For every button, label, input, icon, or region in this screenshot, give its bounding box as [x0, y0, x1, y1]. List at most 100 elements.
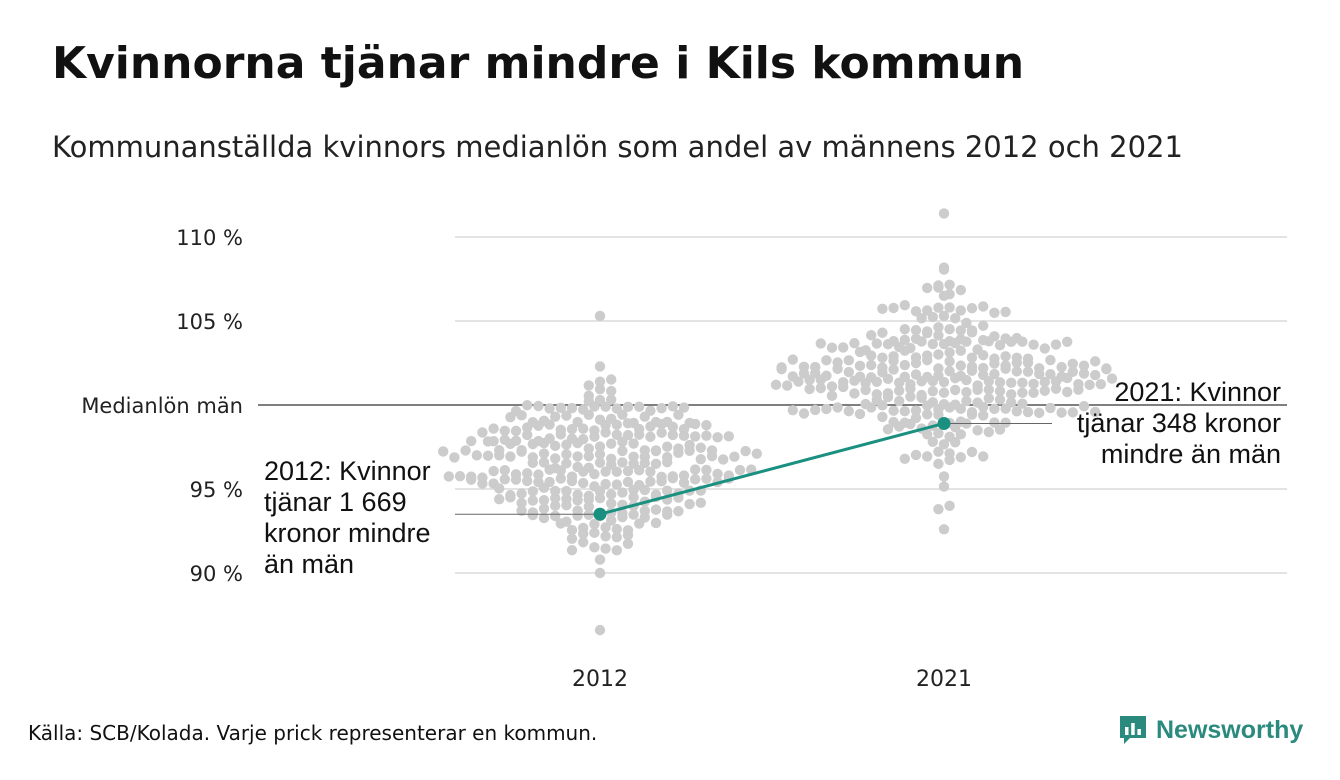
municipality-dot	[849, 337, 860, 349]
municipality-dot	[606, 385, 617, 397]
municipality-dot	[933, 503, 944, 515]
municipality-dot	[538, 494, 550, 506]
municipality-dot	[944, 356, 955, 367]
municipality-dot	[776, 363, 787, 375]
municipality-dot	[843, 405, 854, 417]
municipality-dot	[729, 451, 740, 462]
municipality-dot	[561, 449, 572, 460]
municipality-dot	[538, 457, 550, 468]
municipality-dot	[544, 403, 555, 414]
newsworthy-logo: Newsworthy	[1118, 714, 1303, 746]
y-tick-label: 110 %	[176, 226, 243, 250]
municipality-dot	[628, 438, 639, 449]
municipality-dot	[1006, 389, 1017, 400]
municipality-dot	[667, 421, 678, 433]
municipality-dot	[961, 317, 972, 329]
municipality-dot	[544, 464, 555, 475]
municipality-dot	[622, 476, 634, 488]
municipality-dot	[978, 401, 989, 413]
municipality-dot	[678, 402, 690, 413]
municipality-dot	[1022, 366, 1034, 377]
newsworthy-logo-icon	[1120, 716, 1146, 744]
municipality-dot	[600, 522, 611, 533]
municipality-dot	[684, 498, 695, 510]
municipality-dot	[1006, 377, 1017, 389]
municipality-dot	[566, 402, 578, 414]
municipality-dot	[600, 401, 611, 412]
municipality-dot	[611, 466, 622, 477]
municipality-dot	[1011, 366, 1022, 377]
municipality-dot	[510, 425, 522, 437]
municipality-dot	[566, 475, 578, 487]
municipality-dot	[645, 466, 656, 477]
municipality-dot	[905, 418, 916, 430]
municipality-dot	[955, 429, 966, 440]
municipality-dot	[1039, 343, 1051, 354]
municipality-dot	[916, 376, 927, 387]
municipality-dot	[994, 377, 1006, 388]
municipality-dot	[1045, 402, 1056, 414]
municipality-dot	[611, 523, 622, 535]
municipality-dot	[866, 359, 877, 371]
municipality-dot	[611, 479, 622, 490]
municipality-dot	[826, 381, 838, 392]
x-tick-label: 2021	[916, 667, 972, 692]
municipality-dot	[972, 425, 983, 436]
municipality-dot	[538, 482, 550, 494]
municipality-dot	[550, 485, 561, 497]
municipality-dot	[594, 448, 606, 460]
municipality-dot	[606, 498, 617, 509]
municipality-dot	[899, 299, 910, 311]
municipality-dot	[910, 357, 922, 369]
municipality-dot	[678, 477, 690, 488]
municipality-dot	[538, 503, 550, 514]
municipality-dot	[527, 509, 538, 521]
municipality-dot	[550, 453, 561, 464]
municipality-dot	[639, 484, 650, 496]
municipality-dot	[589, 542, 600, 553]
municipality-dot	[578, 528, 589, 540]
municipality-dot	[594, 361, 606, 372]
municipality-dot	[1106, 373, 1118, 384]
labels-layer: 90 % 95 % Medianlön män 105 % 110 % 2012 2021	[81, 226, 972, 692]
municipality-dot	[589, 527, 600, 539]
municipality-dot	[888, 355, 899, 367]
municipality-dot	[1028, 339, 1039, 350]
municipality-dot	[905, 391, 916, 402]
municipality-dot	[701, 464, 712, 476]
municipality-dot	[1017, 336, 1028, 347]
municipality-dot	[810, 404, 821, 416]
municipality-dot	[983, 375, 994, 387]
municipality-dot	[538, 512, 550, 524]
municipality-dot	[678, 430, 690, 442]
municipality-dot	[950, 437, 961, 448]
municipality-dot	[804, 374, 815, 386]
municipality-dot	[611, 545, 622, 556]
municipality-dot	[544, 419, 555, 430]
municipality-dot	[566, 533, 578, 545]
municipality-dot	[617, 436, 628, 448]
municipality-dot	[594, 493, 606, 504]
municipality-dot	[782, 380, 793, 391]
municipality-dot	[877, 327, 888, 338]
municipality-dot	[989, 403, 1000, 415]
municipality-dot	[482, 436, 494, 447]
municipality-dot	[600, 466, 611, 477]
municipality-dot	[866, 402, 877, 413]
municipality-dot	[1022, 357, 1034, 368]
municipality-dot	[566, 524, 578, 536]
municipality-dot	[522, 422, 533, 433]
municipality-dot	[877, 400, 888, 411]
municipality-dot	[899, 345, 910, 356]
municipality-dot	[1028, 378, 1039, 390]
municipality-dot	[933, 458, 944, 470]
municipality-dot	[645, 476, 656, 487]
municipality-dot	[594, 624, 606, 636]
municipality-dot	[589, 518, 600, 530]
municipality-dot	[639, 411, 650, 422]
municipality-dot	[555, 429, 566, 440]
x-tick-label: 2012	[572, 667, 628, 692]
municipality-dot	[938, 524, 950, 535]
municipality-dot	[944, 324, 955, 335]
municipality-dot	[662, 441, 673, 452]
